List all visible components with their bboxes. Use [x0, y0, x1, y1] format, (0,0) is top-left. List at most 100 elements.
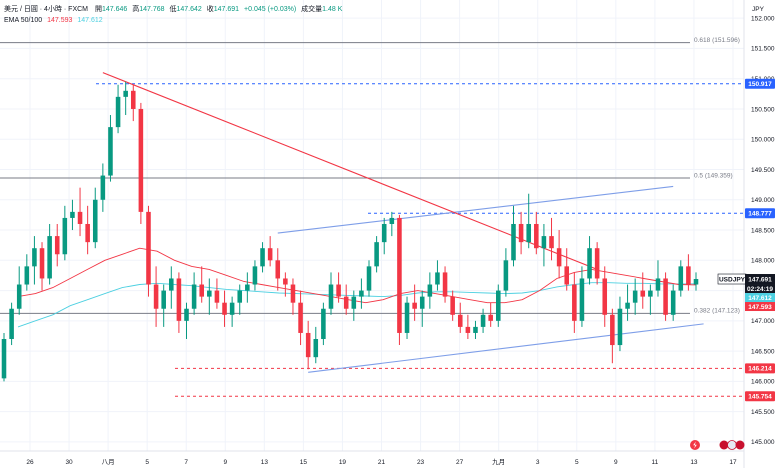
ema50-tag-text: 147.593 [748, 304, 772, 311]
candle-body [465, 326, 471, 333]
candle-body [427, 284, 433, 297]
candle-body [313, 339, 319, 358]
candle-body [488, 314, 493, 321]
y-tick-label: 146.500 [751, 348, 775, 355]
svg-text:美元 / 日圓 · 4小時 · FXCM 開14: 美元 / 日圓 · 4小時 · FXCM 開147.646 高147.768 低… [4, 4, 343, 13]
candle-body [54, 236, 60, 255]
candle-body [343, 296, 349, 309]
high-label: 高 [132, 4, 139, 13]
candle-body [632, 290, 638, 303]
us-flag-icon[interactable] [719, 440, 729, 450]
candle-body [686, 266, 691, 285]
candle-body [579, 278, 585, 321]
currency-label: JPY [752, 6, 765, 13]
y-tick-label: 145.500 [751, 409, 775, 416]
x-tick-label: 八月 [102, 458, 115, 466]
level-tag-bg [745, 78, 775, 89]
time-axis[interactable]: 26 30 八月 5 7 9 13 15 19 21 23 27 九月 3 5 9 11 13 17 [26, 457, 737, 466]
open-label: 開 [95, 5, 102, 13]
candle-body [275, 260, 281, 279]
candle-body [435, 272, 440, 285]
candle-body [336, 284, 341, 297]
candles [1, 81, 699, 382]
candle-body [412, 302, 417, 309]
candle-body [473, 326, 478, 333]
candle-body [511, 223, 516, 261]
fib-label: 0.382 (147.123) [694, 308, 740, 315]
close-value: 147.691 [214, 6, 239, 13]
candle-body [534, 223, 539, 249]
x-tick-label: 9 [223, 459, 227, 466]
svg-text:EMA 50/100 147.593: EMA 50/100 147.593 147.612 [4, 17, 103, 24]
candle-body [457, 314, 463, 327]
candle-body [625, 302, 630, 309]
x-tick-label: 13 [690, 459, 698, 466]
y-tick-label: 145.000 [751, 439, 775, 446]
y-tick-label: 151.500 [751, 46, 775, 53]
high-value: 147.768 [139, 6, 164, 13]
candle-body [389, 217, 395, 224]
candle-body [549, 236, 554, 249]
x-tick-label: 23 [417, 459, 425, 466]
ema100-tag-text: 147.612 [748, 295, 772, 302]
price-tag-text: 147.691 [748, 276, 772, 283]
candle-body [298, 302, 303, 333]
candle-body [617, 308, 623, 346]
candle-body [503, 260, 509, 291]
y-tick-label: 150.000 [751, 137, 775, 144]
candle-body [123, 90, 128, 97]
candle-body [419, 296, 425, 309]
candle-body [24, 266, 30, 285]
candle-body [214, 290, 220, 303]
candle-body [518, 223, 524, 243]
x-tick-label: 17 [729, 459, 737, 466]
y-tick-label: 149.500 [751, 167, 775, 174]
trendline-blue [308, 323, 704, 373]
candle-body [62, 217, 68, 255]
bottom-icons[interactable] [690, 440, 745, 450]
ema50-tag-bg [745, 302, 775, 312]
candle-body [222, 302, 227, 315]
japan-flag-icon[interactable] [727, 440, 737, 450]
level-tag-bg [745, 391, 775, 402]
candle-body [564, 266, 570, 285]
candle-body [39, 248, 45, 279]
change-value: +0.045 (+0.03%) [244, 6, 296, 13]
candle-body [32, 248, 37, 267]
candle-body [245, 284, 250, 291]
price-tags: 150.917 148.777 146.214 145.754 USDJPY 147.69… [717, 78, 775, 402]
candle-body [267, 248, 273, 261]
candle-body [556, 248, 562, 267]
candle-body [108, 127, 113, 176]
candle-body [397, 217, 402, 333]
candle-body [496, 290, 501, 321]
candle-body [693, 279, 699, 285]
level-tag-text: 150.917 [748, 81, 772, 88]
lightning-icon-glyph [693, 441, 697, 449]
candle-body [191, 284, 197, 309]
candle-body [610, 314, 615, 346]
candle-body [351, 296, 357, 309]
candle-body [229, 302, 235, 315]
x-tick-label: 13 [261, 459, 269, 466]
open-value: 147.646 [102, 6, 127, 13]
candle-body [480, 314, 486, 327]
ema50-value: 147.593 [47, 17, 72, 24]
fib-label: 0.618 (151.596) [694, 37, 740, 44]
candle-body [648, 290, 653, 297]
countdown-tag-bg [745, 284, 775, 294]
candle-body [70, 211, 75, 218]
candle-body [153, 284, 159, 309]
us-flag-icon-2[interactable] [735, 440, 745, 450]
level-tag-text: 146.214 [748, 366, 772, 373]
candle-body [678, 266, 684, 291]
candle-body [199, 284, 204, 297]
candle-body [640, 290, 646, 297]
candle-body [47, 236, 52, 279]
x-tick-label: 7 [184, 459, 188, 466]
candle-body [404, 302, 410, 333]
candle-body [321, 308, 326, 340]
